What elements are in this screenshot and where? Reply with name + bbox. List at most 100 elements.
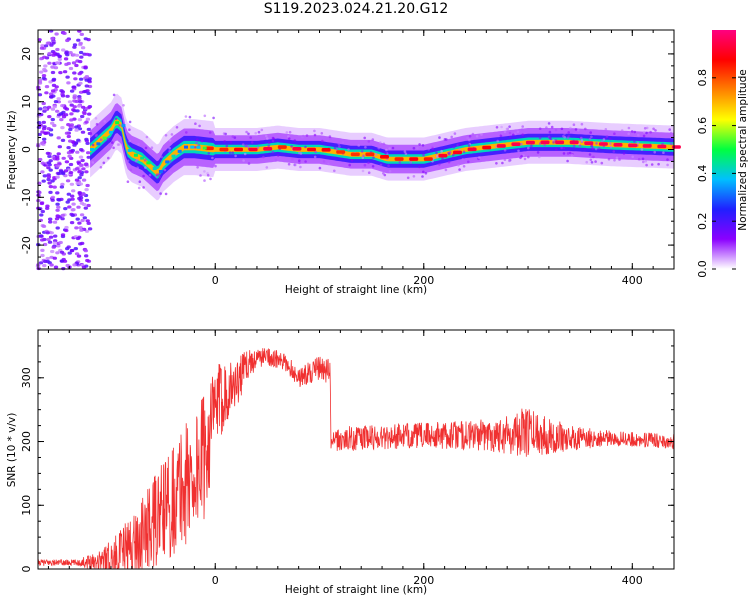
halo-speck — [505, 127, 509, 131]
noise-speck — [60, 104, 65, 108]
noise-speck — [62, 70, 68, 74]
halo-speck — [290, 145, 293, 148]
halo-speck — [137, 142, 140, 146]
noise-speck — [53, 265, 59, 269]
halo-speck — [229, 141, 233, 144]
halo-speck — [645, 163, 648, 167]
ridge-peak — [321, 148, 331, 152]
halo-speck — [480, 133, 483, 136]
colorbar: 0.0 0.2 0.4 0.6 0.8 Normalized spectral ampl… — [696, 30, 749, 278]
noise-speck — [42, 137, 47, 141]
noise-speck — [59, 118, 64, 122]
noise-speck — [50, 117, 55, 122]
ridge-peak — [613, 143, 623, 147]
halo-speck — [566, 159, 569, 163]
ridge-peak — [263, 147, 273, 151]
halo-speck — [111, 141, 114, 144]
halo-speck — [184, 115, 188, 118]
halo-speck — [155, 173, 159, 176]
halo-speck — [313, 129, 316, 133]
ridge-peak — [202, 146, 207, 150]
noise-speck — [71, 202, 76, 206]
halo-speck — [404, 152, 408, 156]
noise-speck — [42, 125, 47, 129]
snr-series — [37, 348, 675, 569]
noise-speck — [79, 32, 85, 37]
halo-speck — [228, 151, 232, 154]
colorbar-ticks: 0.0 0.2 0.4 0.6 0.8 — [696, 69, 736, 278]
halo-speck — [341, 141, 345, 144]
ridge-peak — [394, 157, 404, 161]
ridge-peak — [642, 144, 652, 148]
halo-speck — [212, 116, 215, 120]
halo-speck — [516, 130, 520, 134]
halo-speck — [589, 131, 592, 134]
halo-speck — [102, 161, 106, 165]
halo-speck — [363, 136, 367, 140]
noise-speck — [77, 118, 83, 122]
halo-speck — [313, 155, 317, 159]
halo-speck — [452, 145, 456, 149]
noise-speck — [50, 36, 55, 41]
halo-speck — [453, 132, 457, 135]
halo-speck — [200, 139, 204, 143]
noise-speck — [83, 249, 89, 253]
noise-speck — [75, 236, 81, 241]
snr-ticks: 0 200 400 0 100 200 300 — [20, 329, 675, 587]
halo-speck — [234, 154, 237, 158]
noise-speck — [42, 242, 48, 247]
noise-speck — [47, 115, 52, 119]
noise-speck — [38, 78, 43, 82]
halo-speck — [642, 134, 646, 138]
colorbar-tick-label: 0.2 — [696, 212, 709, 230]
noise-speck — [73, 77, 78, 81]
noise-speck — [85, 183, 90, 188]
noise-speck — [84, 229, 90, 233]
halo-speck — [329, 137, 332, 141]
halo-speck — [562, 134, 565, 138]
noise-speck — [84, 188, 89, 192]
ridge-peak — [196, 145, 201, 149]
noise-speck — [42, 109, 47, 113]
halo-speck — [572, 144, 576, 148]
halo-speck — [372, 156, 375, 159]
noise-speck — [43, 131, 48, 135]
halo-speck — [458, 168, 461, 171]
halo-speck — [195, 141, 198, 145]
noise-speck — [80, 130, 86, 134]
halo-speck — [384, 152, 387, 155]
noise-speck — [46, 175, 52, 179]
halo-speck — [477, 156, 481, 159]
halo-speck — [662, 151, 665, 154]
halo-speck — [580, 136, 583, 140]
halo-speck — [148, 173, 152, 177]
noise-speck — [46, 127, 51, 131]
noise-speck — [84, 75, 90, 79]
halo-speck — [208, 131, 212, 134]
noise-speck — [79, 201, 85, 205]
halo-speck — [242, 159, 245, 162]
noise-speck — [69, 221, 75, 225]
halo-speck — [99, 166, 103, 169]
noise-speck — [78, 163, 84, 167]
noise-speck — [50, 195, 56, 199]
halo-speck — [637, 133, 640, 137]
noise-speck — [60, 172, 66, 176]
noise-speck — [65, 179, 71, 183]
ridge-peak — [177, 149, 182, 153]
halo-speck — [509, 135, 512, 139]
halo-speck — [554, 128, 558, 132]
ridge-peak — [171, 154, 176, 158]
halo-speck — [448, 151, 452, 154]
halo-speck — [438, 136, 441, 139]
halo-speck — [99, 138, 103, 141]
halo-speck — [644, 160, 648, 163]
noise-speck — [47, 154, 52, 158]
halo-speck — [311, 135, 314, 138]
snr-ylabel: SNR (10 * v/v) — [6, 413, 18, 488]
halo-speck — [563, 132, 566, 135]
halo-speck — [274, 158, 278, 162]
halo-speck — [185, 131, 188, 134]
noise-speck — [48, 217, 53, 221]
noise-speck — [39, 46, 45, 50]
